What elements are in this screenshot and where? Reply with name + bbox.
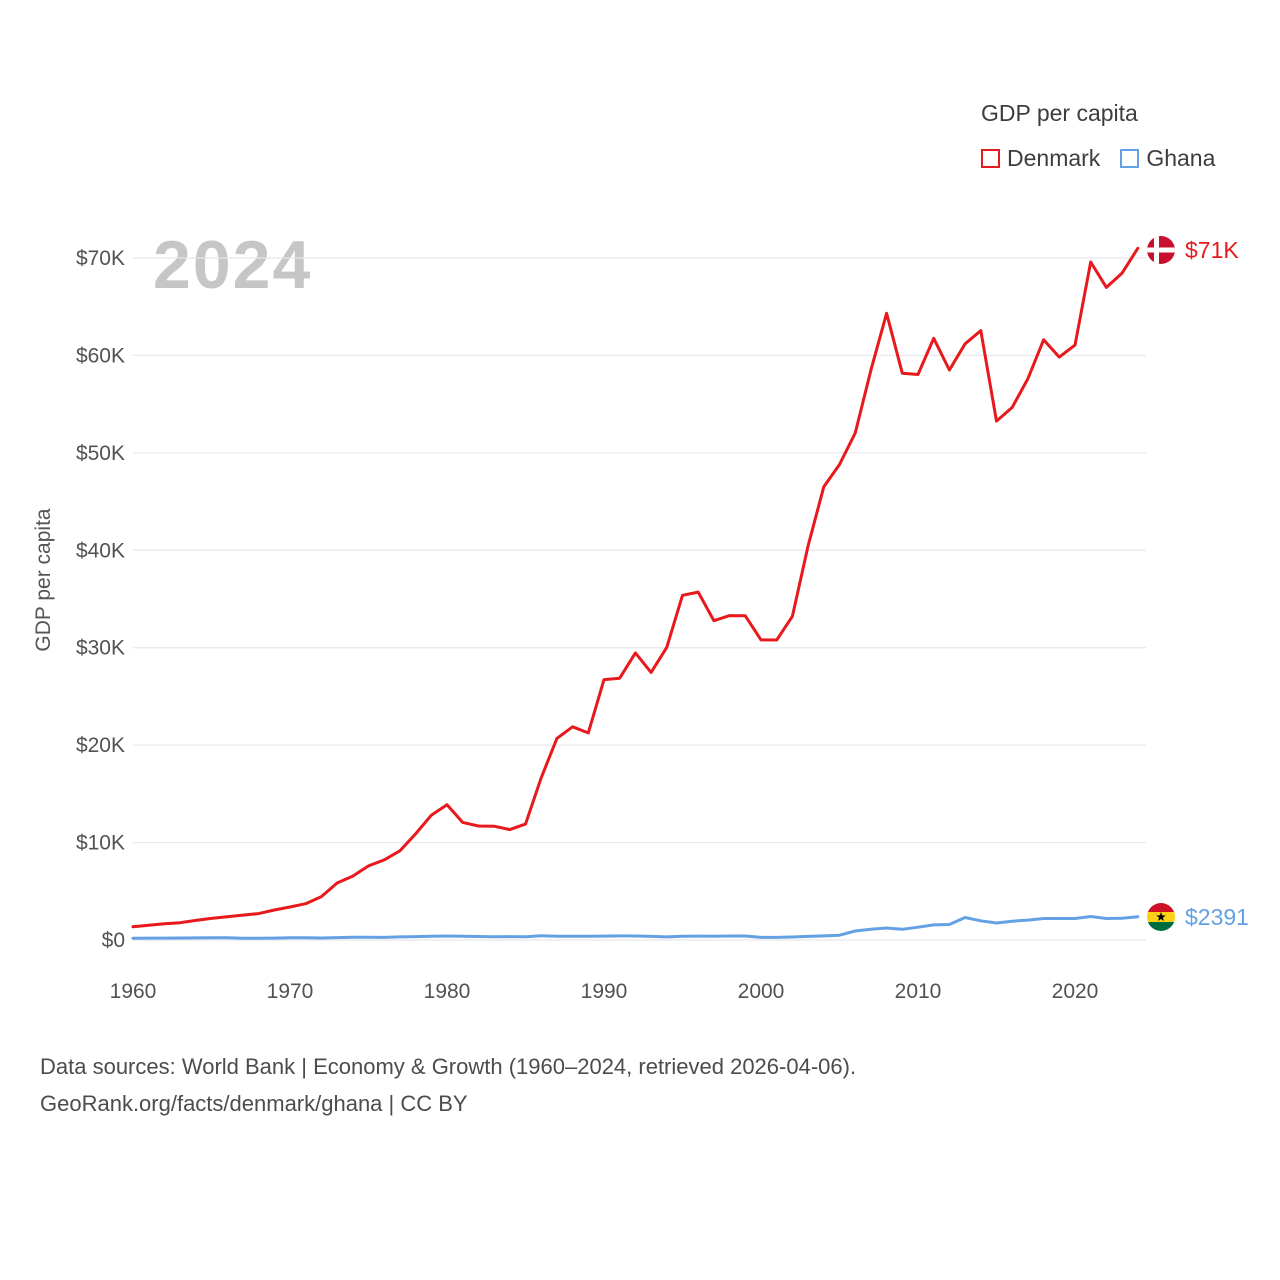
ghana-end-value: $2391 (1185, 903, 1249, 930)
ghana-end-label: $2391 (1146, 902, 1249, 932)
svg-text:2000: 2000 (738, 980, 785, 1003)
year-watermark: 2024 (153, 227, 313, 303)
denmark-swatch-icon (981, 149, 1000, 168)
svg-text:$60K: $60K (76, 344, 125, 367)
svg-text:$10K: $10K (76, 832, 125, 855)
svg-text:2010: 2010 (895, 980, 942, 1003)
legend-item-denmark[interactable]: Denmark (981, 145, 1100, 172)
legend-title: GDP per capita (981, 100, 1138, 126)
gdp-line-chart: $0 $10K $20K $30K $40K $50K $60K $70K 1960 1970 19… (76, 246, 1146, 1003)
footer: Data sources: World Bank | Economy & Gro… (40, 1048, 856, 1122)
svg-text:$50K: $50K (76, 442, 125, 465)
denmark-flag-icon (1147, 236, 1175, 264)
svg-text:$20K: $20K (76, 734, 125, 757)
svg-text:1980: 1980 (424, 980, 471, 1003)
svg-text:1970: 1970 (267, 980, 314, 1003)
svg-text:1960: 1960 (110, 980, 157, 1003)
svg-text:1990: 1990 (581, 980, 628, 1003)
legend-items: Denmark Ghana (981, 145, 1215, 172)
svg-text:$70K: $70K (76, 247, 125, 270)
legend-item-ghana[interactable]: Ghana (1120, 145, 1215, 172)
ghana-flag-icon (1147, 903, 1175, 931)
svg-text:$40K: $40K (76, 539, 125, 562)
footer-data-sources: Data sources: World Bank | Economy & Gro… (40, 1054, 857, 1079)
svg-text:$0: $0 (102, 929, 125, 952)
ghana-swatch-icon (1120, 149, 1140, 168)
svg-text:2020: 2020 (1052, 980, 1099, 1003)
legend: GDP per capita Denmark Ghana (981, 100, 1215, 172)
legend-label-ghana: Ghana (1146, 145, 1216, 171)
denmark-end-label: $71K (1146, 235, 1239, 265)
legend-label-denmark: Denmark (1007, 145, 1101, 171)
footer-attribution: GeoRank.org/facts/denmark/ghana | CC BY (40, 1091, 468, 1116)
denmark-end-value: $71K (1185, 236, 1239, 263)
svg-text:$30K: $30K (76, 637, 125, 660)
